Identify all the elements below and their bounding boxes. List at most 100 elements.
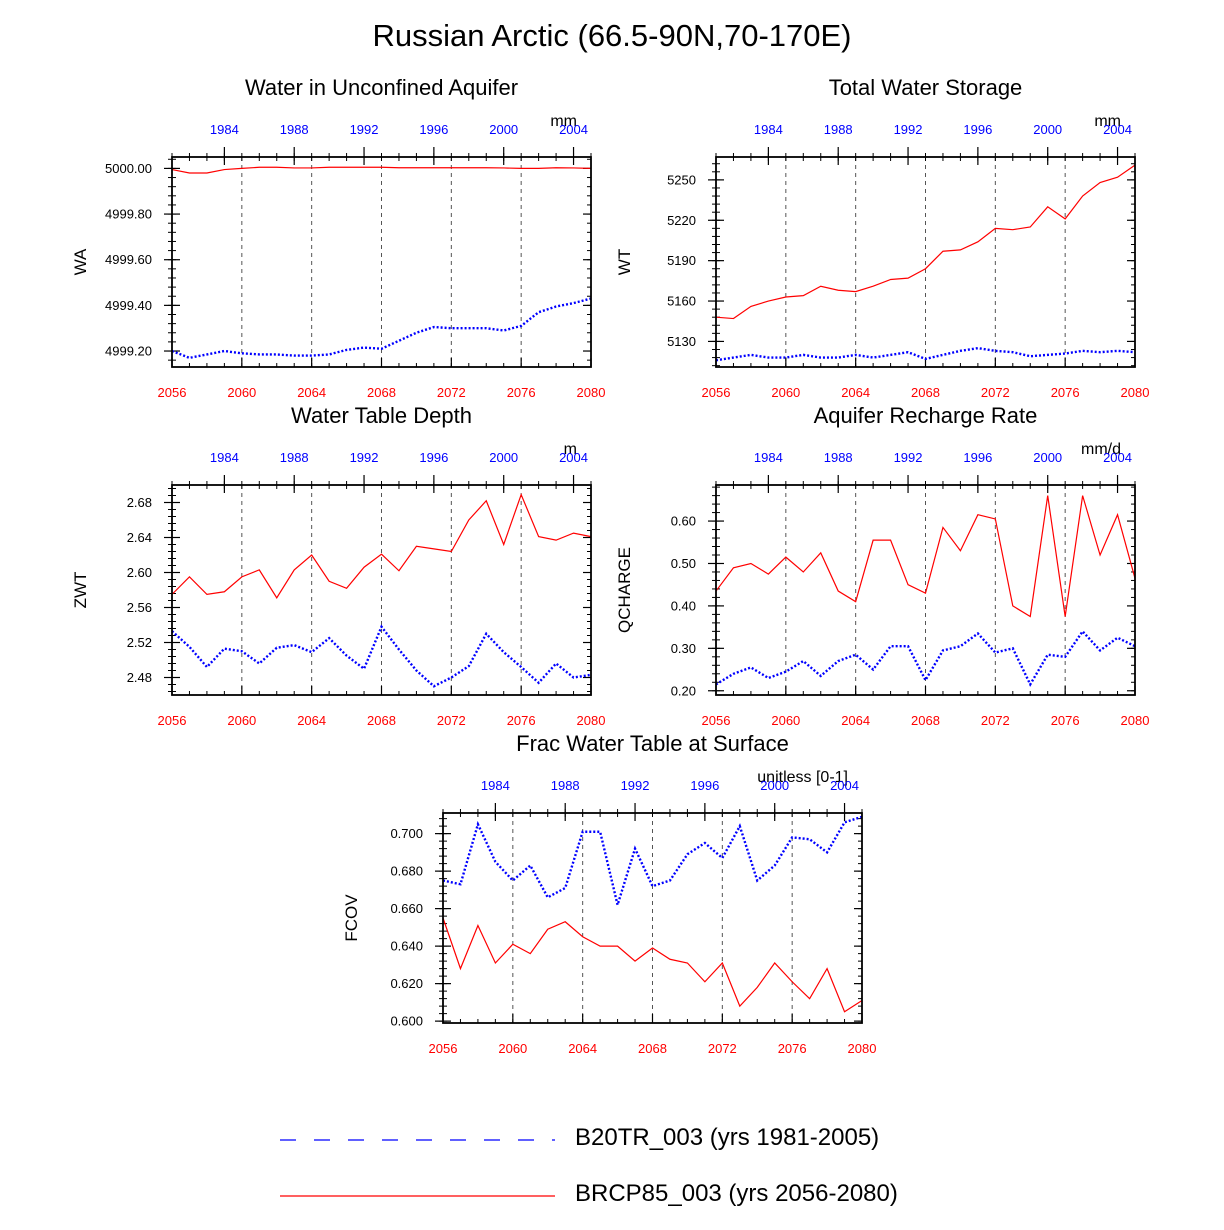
units-label: unitless [0-1] [757,769,848,786]
x-bottom-tick-label: 2080 [577,385,606,400]
y-tick-label: 2.52 [127,635,152,650]
x-bottom-tick-label: 2072 [708,1041,737,1056]
series-line-historical [715,629,1136,687]
series-line-future [171,492,592,600]
x-bottom-tick-label: 2056 [158,385,187,400]
y-tick-label: 0.660 [390,901,423,916]
y-tick-label: 0.640 [390,939,423,954]
x-top-tick-label: 1992 [894,122,923,137]
x-bottom-tick-label: 2056 [429,1041,458,1056]
y-axis-label: WA [71,248,90,275]
x-bottom-tick-label: 2060 [227,713,256,728]
x-bottom-tick-label: 2056 [158,713,187,728]
y-tick-label: 0.40 [671,598,696,613]
y-tick-label: 4999.40 [105,298,152,313]
y-tick-label: 2.48 [127,670,152,685]
x-top-tick-label: 1984 [481,778,510,793]
chart-panel-fcov: Frac Water Table at Surface unitless [0-1… [342,731,876,1056]
y-tick-label: 5130 [667,334,696,349]
series-line-future [171,166,592,174]
x-top-tick-label: 1996 [963,122,992,137]
plot-frame [442,812,863,1024]
figure-title: Russian Arctic (66.5-90N,70-170E) [372,18,852,53]
y-tick-label: 0.700 [390,826,423,841]
x-top-tick-label: 2000 [1033,450,1062,465]
x-top-tick-label: 2000 [1033,122,1062,137]
series-line-historical [715,346,1136,362]
x-top-tick-label: 1984 [210,122,239,137]
plot-frame [715,484,1136,696]
y-tick-label: 4999.80 [105,207,152,222]
x-top-tick-label: 1992 [350,450,379,465]
x-top-tick-label: 1996 [690,778,719,793]
x-bottom-tick-label: 2064 [297,385,326,400]
panel-title: Aquifer Recharge Rate [814,403,1038,428]
x-bottom-tick-label: 2080 [1121,713,1150,728]
panel-title: Water in Unconfined Aquifer [245,75,518,100]
y-axis-label: FCOV [342,894,361,942]
y-tick-label: 2.60 [127,565,152,580]
x-top-tick-label: 1996 [419,122,448,137]
x-bottom-tick-label: 2072 [437,385,466,400]
y-tick-label: 2.56 [127,600,152,615]
chart-panel-qcharge: Aquifer Recharge Rate mm/d QCHARGE 2056 2060… [615,403,1149,728]
y-tick-label: 4999.60 [105,252,152,267]
panel-title: Water Table Depth [291,403,472,428]
x-bottom-tick-label: 2056 [702,713,731,728]
y-tick-label: 0.20 [671,683,696,698]
x-bottom-tick-label: 2056 [702,385,731,400]
chart-panel-wt: Total Water Storage mm WT 2056 2060 2064 2068 2… [615,75,1149,400]
x-bottom-tick-label: 2076 [1051,385,1080,400]
x-top-tick-label: 1996 [419,450,448,465]
x-top-tick-label: 1984 [754,450,783,465]
plot-frame [715,156,1136,368]
x-bottom-tick-label: 2060 [771,713,800,728]
x-top-tick-label: 1988 [824,450,853,465]
x-top-tick-label: 2004 [1103,122,1132,137]
y-tick-label: 5190 [667,253,696,268]
panel-title: Frac Water Table at Surface [516,731,789,756]
y-axis-label: WT [615,249,634,275]
legend-lines [280,1139,555,1197]
y-tick-label: 5250 [667,172,696,187]
x-top-tick-label: 1992 [350,122,379,137]
x-bottom-tick-label: 2068 [638,1041,667,1056]
units-label: mm [550,113,577,130]
x-top-tick-label: 2004 [559,122,588,137]
x-bottom-tick-label: 2076 [507,713,536,728]
x-top-tick-label: 1988 [280,122,309,137]
x-bottom-tick-label: 2080 [577,713,606,728]
y-tick-label: 0.600 [390,1014,423,1029]
plot-frame [171,484,592,696]
series-line-future [715,164,1136,320]
x-bottom-tick-label: 2072 [981,385,1010,400]
x-top-tick-label: 2004 [830,778,859,793]
y-tick-label: 0.680 [390,864,423,879]
x-bottom-tick-label: 2080 [848,1041,877,1056]
units-label: mm [1094,113,1121,130]
x-bottom-tick-label: 2060 [227,385,256,400]
y-tick-label: 0.30 [671,641,696,656]
x-top-tick-label: 2004 [559,450,588,465]
units-label: mm/d [1081,441,1121,458]
x-bottom-tick-label: 2060 [771,385,800,400]
x-bottom-tick-label: 2064 [841,713,870,728]
series-line-historical [442,815,863,910]
x-bottom-tick-label: 2076 [1051,713,1080,728]
x-bottom-tick-label: 2068 [367,713,396,728]
y-tick-label: 0.620 [390,976,423,991]
x-top-tick-label: 1984 [210,450,239,465]
x-bottom-tick-label: 2072 [437,713,466,728]
x-top-tick-label: 1992 [894,450,923,465]
x-top-tick-label: 1996 [963,450,992,465]
y-tick-label: 5000.00 [105,161,152,176]
x-top-tick-label: 1988 [551,778,580,793]
y-axis-label: ZWT [71,572,90,609]
x-bottom-tick-label: 2064 [297,713,326,728]
y-tick-label: 5160 [667,294,696,309]
x-bottom-tick-label: 2060 [498,1041,527,1056]
y-tick-label: 5220 [667,213,696,228]
y-tick-label: 0.60 [671,514,696,529]
x-top-tick-label: 1992 [621,778,650,793]
